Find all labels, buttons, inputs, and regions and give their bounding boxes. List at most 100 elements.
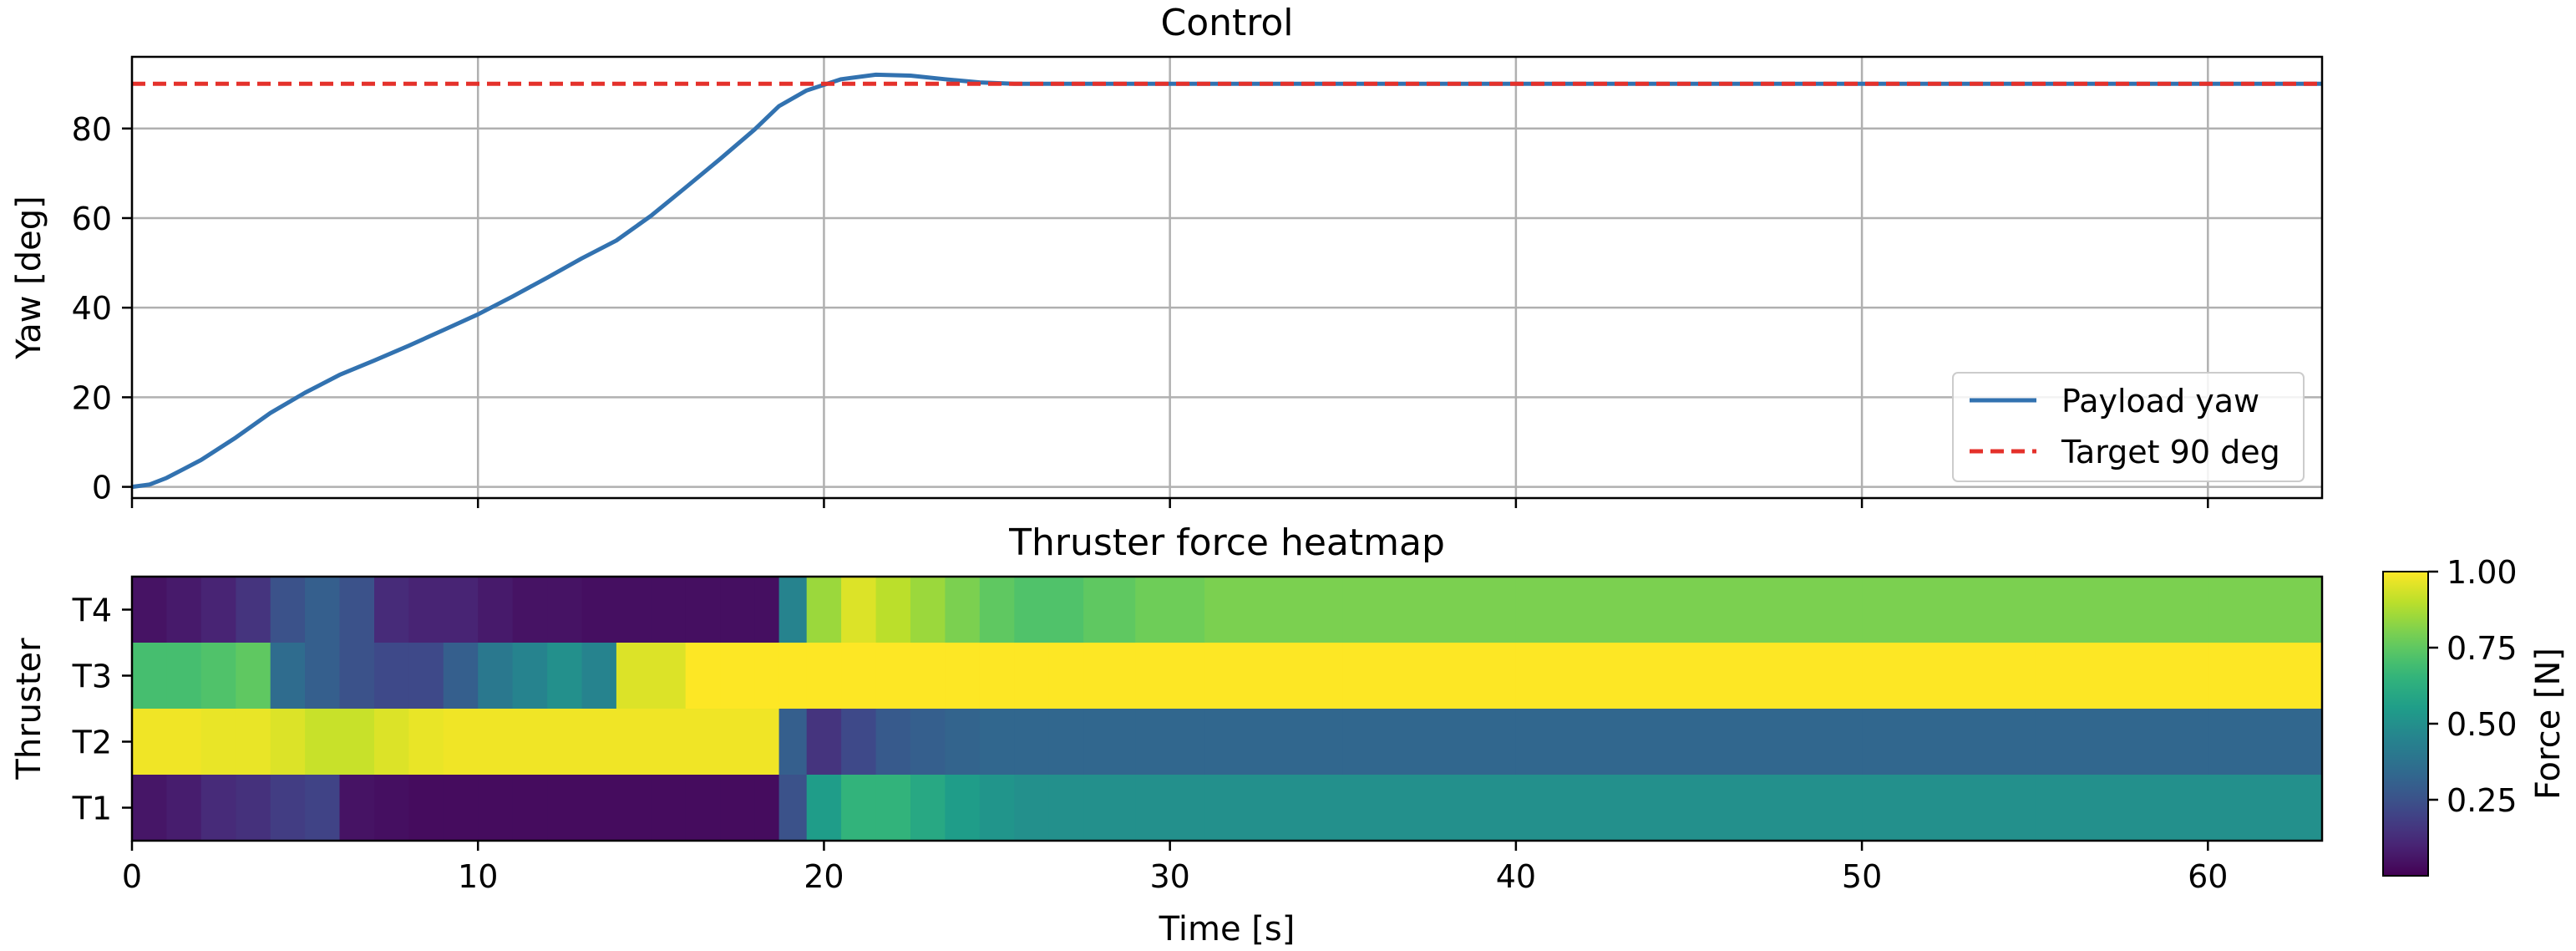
- heatmap-cell-T3: [1204, 643, 1344, 709]
- heatmap-cell-T1: [1862, 775, 2036, 842]
- heatmap-cell-T4: [1204, 577, 1344, 643]
- colorbar-gradient: [2382, 571, 2429, 877]
- heatmap-row-label: T1: [72, 791, 112, 827]
- heatmap-cell-T4: [305, 577, 341, 643]
- heatmap-cell-T2: [685, 709, 721, 776]
- heatmap-cell-T1: [945, 775, 981, 842]
- heatmap-chart: Thruster force heatmap 0 10 20 30 40 50 60 T4T…: [10, 521, 2324, 948]
- legend-label-target: Target 90 deg: [2061, 434, 2280, 470]
- heatmap-x-tick-label: 50: [1842, 858, 1882, 895]
- heatmap-cell-T1: [547, 775, 583, 842]
- heatmap-cell-T3: [408, 643, 444, 709]
- heatmap-cell-T3: [1135, 643, 1205, 709]
- heatmap-x-tick-label: 10: [458, 858, 498, 895]
- heatmap-cell-T2: [1083, 709, 1136, 776]
- heatmap-cell-T2: [1342, 709, 1517, 776]
- heatmap-cell-T2: [1515, 709, 1690, 776]
- yaw-y-axis-label: Yaw [deg]: [10, 196, 48, 359]
- heatmap-cell-T2: [443, 709, 479, 776]
- colorbar: 1.00 0.75 0.50 0.25 Force [N]: [2382, 554, 2568, 877]
- heatmap-cell-T4: [581, 577, 617, 643]
- heatmap-cell-T2: [305, 709, 341, 776]
- heatmap-cell-T3: [979, 643, 1015, 709]
- heatmap-cell-T1: [581, 775, 617, 842]
- heatmap-cell-T3: [1048, 643, 1084, 709]
- heatmap-cell-T4: [945, 577, 981, 643]
- heatmap-frame: [130, 575, 2324, 842]
- heatmap-cell-T1: [720, 775, 756, 842]
- heatmap-x-tick-label: 30: [1149, 858, 1189, 895]
- heatmap-cell-T3: [685, 643, 721, 709]
- heatmap-cell-T1: [778, 775, 808, 842]
- heatmap-cell-T3: [581, 643, 617, 709]
- heatmap-cell-T2: [616, 709, 652, 776]
- heatmap-x-tick-label: 20: [804, 858, 844, 895]
- heatmap-cell-T1: [166, 775, 202, 842]
- heatmap-cell-T4: [2035, 577, 2209, 643]
- yaw-chart-title: Control: [1160, 2, 1293, 44]
- colorbar-tick-label: 0.50: [2447, 706, 2518, 743]
- heatmap-cell-T4: [2208, 577, 2323, 643]
- heatmap-cell-T3: [1862, 643, 2036, 709]
- heatmap-cell-T1: [1083, 775, 1136, 842]
- heatmap-x-tick-label: 40: [1496, 858, 1536, 895]
- heatmap-cell-T4: [236, 577, 271, 643]
- heatmap-cell-T2: [166, 709, 202, 776]
- heatmap-cell-T2: [841, 709, 877, 776]
- heatmap-cell-T1: [754, 775, 780, 842]
- heatmap-cell-T4: [1689, 577, 1863, 643]
- heatmap-cell-T4: [1342, 577, 1517, 643]
- heatmap-cell-T1: [806, 775, 842, 842]
- heatmap-cell-T2: [132, 709, 168, 776]
- yaw-y-tick-label: 20: [72, 379, 112, 416]
- heatmap-cell-T4: [1515, 577, 1690, 643]
- heatmap-cell-T1: [132, 775, 168, 842]
- heatmap-cell-T3: [443, 643, 479, 709]
- heatmap-cell-T3: [754, 643, 780, 709]
- heatmap-cell-T1: [651, 775, 687, 842]
- heatmap-cell-T1: [1515, 775, 1690, 842]
- heatmap-cell-T2: [720, 709, 756, 776]
- yaw-plot-frame: [130, 55, 2324, 500]
- heatmap-cell-T3: [478, 643, 514, 709]
- heatmap-cell-T1: [408, 775, 444, 842]
- heatmap-cell-T4: [1048, 577, 1084, 643]
- heatmap-cell-T3: [374, 643, 410, 709]
- heatmap-cell-T3: [236, 643, 271, 709]
- heatmap-cell-T3: [339, 643, 375, 709]
- heatmap-cell-T2: [374, 709, 410, 776]
- heatmap-cell-T3: [1014, 643, 1050, 709]
- heatmap-cell-T4: [910, 577, 946, 643]
- heatmap-cell-T3: [651, 643, 687, 709]
- heatmap-cell-T2: [651, 709, 687, 776]
- heatmap-cell-T1: [1689, 775, 1863, 842]
- heatmap-cell-T3: [1515, 643, 1690, 709]
- heatmap-cell-T3: [512, 643, 548, 709]
- colorbar-tick-label: 0.25: [2447, 782, 2518, 819]
- heatmap-cell-T1: [1342, 775, 1517, 842]
- heatmap-cell-T2: [806, 709, 842, 776]
- yaw-x-ticks: [130, 498, 2209, 508]
- heatmap-cell-T2: [200, 709, 236, 776]
- heatmap-cell-T3: [910, 643, 946, 709]
- heatmap-cell-T4: [875, 577, 911, 643]
- heatmap-cell-T3: [305, 643, 341, 709]
- heatmap-cell-T4: [374, 577, 410, 643]
- heatmap-cell-T4: [685, 577, 721, 643]
- yaw-y-tick-label: 0: [92, 470, 112, 506]
- heatmap-cell-T4: [166, 577, 202, 643]
- heatmap-cell-T1: [339, 775, 375, 842]
- yaw-y-tick-label: 80: [72, 111, 112, 148]
- heatmap-cell-T1: [236, 775, 271, 842]
- heatmap-cell-T4: [478, 577, 514, 643]
- heatmap-cell-T4: [443, 577, 479, 643]
- heatmap-cell-T3: [166, 643, 202, 709]
- yaw-chart: Control 0 20 40 60 80 Yaw [deg] Payload yaw …: [10, 2, 2324, 508]
- heatmap-row-label: T2: [72, 725, 112, 761]
- heatmap-row-labels: T4 T3 T2 T1: [72, 592, 132, 827]
- heatmap-cell-T3: [270, 643, 306, 709]
- heatmap-cell-T1: [1204, 775, 1344, 842]
- heatmap-cell-T1: [910, 775, 946, 842]
- heatmap-cell-T1: [478, 775, 514, 842]
- heatmap-cell-T1: [270, 775, 306, 842]
